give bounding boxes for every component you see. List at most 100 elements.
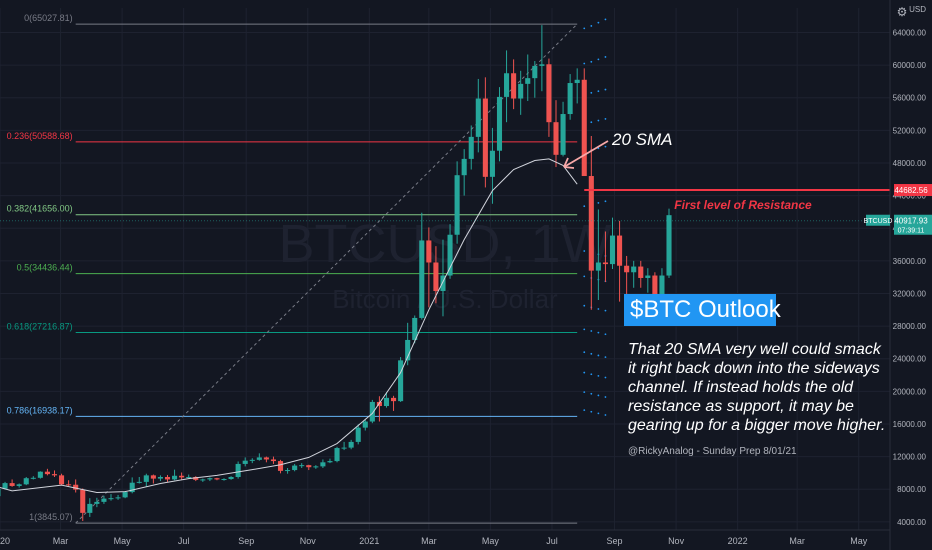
time-tick-label: Sep xyxy=(607,536,623,546)
chart-annotations: 20 SMA First level of Resistance xyxy=(563,130,812,212)
candle-body xyxy=(207,478,213,480)
candle-body xyxy=(122,492,128,498)
candle-body xyxy=(249,459,255,461)
sma-20-line[interactable] xyxy=(0,158,578,493)
candlesticks[interactable] xyxy=(0,25,672,522)
candle-body xyxy=(200,479,206,481)
signature-text: @RickyAnalog - Sunday Prep 8/01/21 xyxy=(628,446,797,457)
symbol-tag-label: BTCUSD xyxy=(864,218,893,225)
candle-body xyxy=(426,240,432,263)
fib-level-label: 1(3845.07) xyxy=(29,512,73,522)
projection-dot xyxy=(604,356,607,358)
projection-dot xyxy=(604,88,607,91)
projection-dot xyxy=(597,58,600,61)
projection-dot xyxy=(597,90,600,93)
candle-body xyxy=(256,457,262,460)
candle-body xyxy=(525,78,531,84)
price-tick-label: 36000.00 xyxy=(893,257,927,266)
outlook-title-box: $BTC Outlook xyxy=(624,294,781,326)
candle-body xyxy=(157,476,163,479)
projection-dot xyxy=(604,200,607,203)
candle-body xyxy=(461,158,467,176)
watermark-symbol: BTCUSD, 1W xyxy=(278,214,611,274)
projection-dot xyxy=(597,374,600,377)
candle-body xyxy=(454,175,460,235)
candle-body xyxy=(193,476,199,480)
projection-dot xyxy=(583,328,586,331)
price-tick-label: 48000.00 xyxy=(893,159,927,168)
candle-body xyxy=(242,460,248,464)
candle-body xyxy=(313,466,319,468)
candle-body xyxy=(369,401,375,422)
projection-dot xyxy=(583,391,586,394)
projection-dot xyxy=(590,392,593,395)
candle-body xyxy=(659,275,665,296)
candle-body xyxy=(30,477,36,479)
candle-body xyxy=(440,275,446,292)
candle-body xyxy=(355,427,361,442)
candle-body xyxy=(482,98,488,177)
commentary-text: That 20 SMA very well could smack it rig… xyxy=(628,341,886,434)
candle-body xyxy=(489,150,495,177)
projection-dot xyxy=(583,250,586,252)
price-tick-label: 56000.00 xyxy=(893,94,927,103)
candle-body xyxy=(638,266,644,278)
projection-dot xyxy=(604,118,607,120)
projection-dot xyxy=(604,309,607,312)
candle-body xyxy=(567,83,573,115)
price-tick-label: 32000.00 xyxy=(893,289,927,298)
candle-body xyxy=(0,488,1,497)
projection-dot xyxy=(583,62,586,65)
projection-dot xyxy=(583,27,586,30)
time-tick-label: Jul xyxy=(178,536,190,546)
grid xyxy=(0,8,890,530)
candle-body xyxy=(362,421,368,428)
candle-body xyxy=(398,360,404,402)
candle-body xyxy=(136,481,142,483)
time-axis[interactable]: 2020 Mar May Jul Sep Nov 2021 Mar May Jul Sep Nov 20… xyxy=(0,529,890,550)
candle-body xyxy=(419,240,425,318)
fibonacci-retracement[interactable]: 0(65027.81) 0.236(50588.68) 0.382(41656.00… xyxy=(7,13,578,524)
projection-dot xyxy=(590,352,593,355)
fib-level-label: 0.236(50588.68) xyxy=(7,131,73,141)
candle-body xyxy=(87,503,93,513)
current-price-tag xyxy=(894,214,932,235)
projection-dot xyxy=(590,25,593,27)
candle-body xyxy=(475,98,481,137)
time-tick-label: 2021 xyxy=(359,536,379,546)
time-tick-label: Mar xyxy=(421,536,437,546)
candle-body xyxy=(581,79,587,177)
candle-body xyxy=(270,459,277,462)
candle-body xyxy=(645,275,651,278)
gear-icon[interactable]: ⚙ xyxy=(897,5,908,19)
sma-annotation-arrow xyxy=(563,140,609,169)
projection-dot xyxy=(597,412,600,415)
projection-dot xyxy=(597,202,600,204)
candle-body xyxy=(511,73,517,99)
candle-body xyxy=(172,475,178,480)
currency-label: USD xyxy=(909,5,926,14)
countdown-label: 07:39:11 xyxy=(898,228,925,235)
candle-body xyxy=(327,461,333,463)
candle-body xyxy=(51,474,58,476)
candle-body xyxy=(390,397,397,402)
time-tick-label: Sep xyxy=(238,536,254,546)
projection-dot xyxy=(604,145,607,148)
sma-annotation-label: 20 SMA xyxy=(611,130,672,149)
fib-trend-line xyxy=(75,23,578,524)
projection-dot xyxy=(590,121,593,124)
fib-level-label: 0.786(16938.17) xyxy=(7,405,73,415)
candle-body xyxy=(602,262,608,265)
candle-body xyxy=(560,114,566,155)
projection-dot xyxy=(597,119,600,122)
projection-dot xyxy=(590,373,593,376)
projection-dot xyxy=(583,304,586,307)
candle-body xyxy=(447,234,453,276)
candle-body xyxy=(617,235,623,266)
candle-body xyxy=(66,484,72,486)
candle-body xyxy=(504,73,510,97)
candle-body xyxy=(666,215,672,276)
candle-body xyxy=(9,483,15,486)
